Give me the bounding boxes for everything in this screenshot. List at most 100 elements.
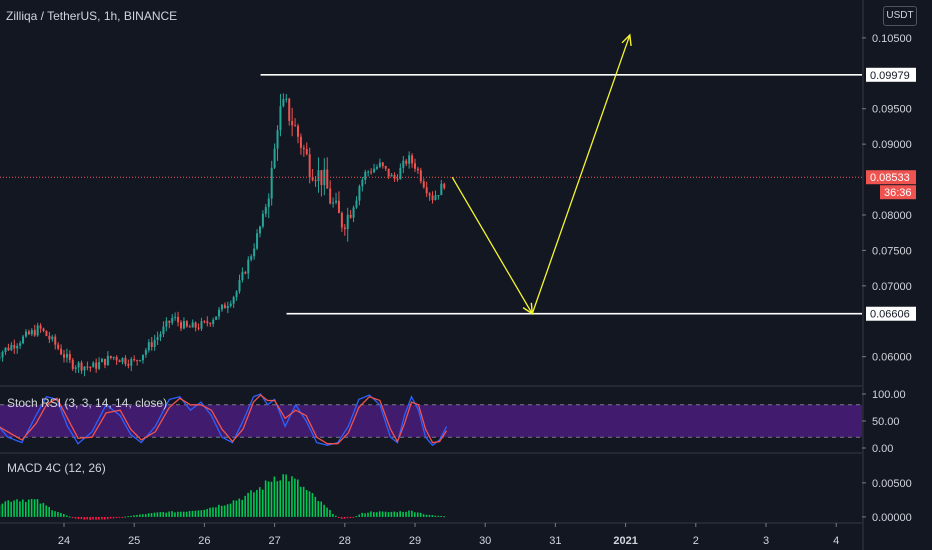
macd-histogram-bar: [232, 500, 235, 517]
candle-body: [229, 303, 232, 306]
macd-histogram-bar: [299, 486, 302, 517]
time-tick-label: 4: [833, 535, 839, 547]
macd-histogram-bar: [45, 505, 48, 517]
candle-body: [4, 347, 7, 353]
candle-body: [218, 309, 221, 317]
macd-histogram-bar: [399, 511, 401, 517]
stoch-rsi-label[interactable]: Stoch RSI (3, 3, 14, 14, close): [7, 396, 168, 410]
macd-histogram-bar: [19, 501, 21, 517]
macd-histogram-bar: [375, 512, 378, 517]
macd-histogram-bar: [206, 508, 208, 517]
macd-histogram-bar: [191, 510, 194, 517]
macd-histogram-bar: [57, 511, 59, 517]
candle-body: [141, 354, 144, 361]
macd-histogram-bar: [434, 515, 437, 517]
candle-body: [133, 359, 136, 361]
candle-body: [42, 328, 45, 331]
candle-body: [226, 305, 229, 309]
candle-body: [68, 354, 71, 360]
time-tick-label: 2021: [613, 535, 637, 547]
macd-histogram-bar: [229, 503, 232, 517]
macd-histogram-bar: [238, 498, 241, 517]
candle-body: [182, 321, 185, 329]
candle-body: [282, 99, 285, 107]
macd-histogram-bar: [364, 513, 366, 517]
macd-histogram-bar: [121, 516, 124, 518]
macd-histogram-bar: [320, 501, 322, 517]
macd-histogram-bar: [171, 511, 173, 517]
macd-histogram-bar: [89, 516, 91, 520]
macd-histogram-bar: [408, 510, 410, 517]
countdown-label: 36:36: [884, 187, 912, 199]
candle-body: [241, 272, 244, 281]
candle-body: [65, 354, 68, 358]
macd-histogram-group: [0, 474, 445, 520]
candle-body: [235, 291, 238, 298]
macd-histogram-bar: [136, 515, 138, 517]
macd-histogram-bar: [349, 516, 352, 519]
candle-body: [405, 160, 408, 164]
candle-body: [335, 200, 338, 203]
macd-histogram-bar: [337, 516, 340, 518]
stoch-band: [0, 404, 862, 438]
candle-body: [194, 322, 197, 328]
macd-histogram-bar: [182, 511, 185, 517]
macd-histogram-bar: [235, 500, 238, 517]
macd-histogram-bar: [297, 479, 299, 517]
candle-body: [136, 360, 139, 362]
candle-body: [45, 330, 48, 336]
candle-body: [106, 355, 109, 366]
candle-body: [443, 183, 446, 189]
macd-histogram-bar: [305, 489, 308, 517]
macd-histogram-bar: [7, 500, 10, 517]
macd-histogram-bar: [282, 474, 284, 517]
candle-body: [299, 136, 302, 148]
macd-histogram-bar: [422, 514, 425, 517]
macd-histogram-bar: [86, 516, 88, 520]
candle-body: [297, 125, 299, 137]
candle-body: [206, 321, 209, 324]
candle-body: [414, 163, 416, 169]
macd-histogram-bar: [358, 514, 361, 517]
candle-body: [22, 336, 25, 344]
candle-body: [200, 321, 203, 329]
stoch-tick-label: 50.00: [872, 416, 900, 428]
macd-histogram-bar: [24, 501, 27, 517]
currency-button[interactable]: USDT: [883, 6, 917, 26]
macd-histogram-bar: [200, 510, 203, 517]
macd-histogram-bar: [384, 511, 387, 517]
candle-body: [332, 202, 335, 204]
candle-body: [308, 154, 311, 178]
time-tick-label: 30: [479, 535, 491, 547]
macd-histogram-bar: [405, 511, 407, 517]
macd-histogram-bar: [218, 504, 220, 517]
level-price-label: 0.09979: [870, 70, 910, 82]
macd-histogram-bar: [329, 509, 331, 517]
candle-body: [124, 357, 127, 364]
candle-body: [177, 316, 180, 323]
candle-body: [340, 213, 343, 228]
macd-histogram-bar: [352, 516, 355, 518]
macd-histogram-bar: [264, 480, 267, 517]
macd-histogram-bar: [180, 511, 182, 517]
macd-histogram-bar: [288, 481, 290, 517]
time-tick-label: 27: [268, 535, 280, 547]
candle-body: [0, 357, 1, 359]
candle-body: [223, 304, 226, 309]
macd-histogram-bar: [443, 516, 445, 518]
candle-body: [7, 347, 10, 351]
macd-label[interactable]: MACD 4C (12, 26): [7, 461, 106, 475]
candle-body: [13, 344, 16, 349]
candle-body: [203, 321, 206, 323]
macd-histogram-bar: [106, 516, 109, 520]
macd-histogram-bar: [13, 500, 15, 517]
candle-body: [156, 337, 159, 340]
stoch-tick-label: 0.00: [872, 443, 893, 455]
macd-histogram-bar: [370, 511, 372, 517]
candle-body: [92, 362, 95, 368]
macd-histogram-bar: [95, 516, 97, 520]
candle-body: [130, 359, 133, 366]
macd-histogram-bar: [373, 512, 375, 517]
